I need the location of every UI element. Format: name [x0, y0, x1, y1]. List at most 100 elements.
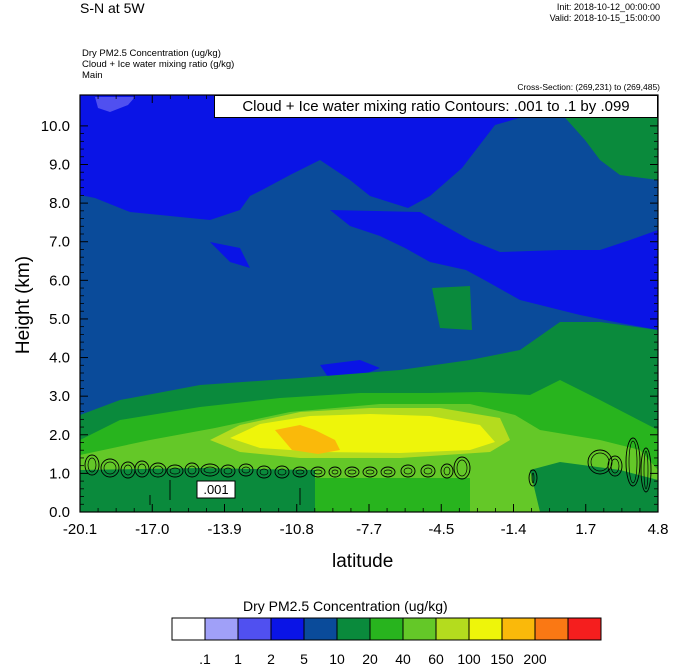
contour-loop-inner	[223, 467, 233, 475]
contour-loop-inner	[137, 463, 147, 475]
contour-loop	[440, 463, 454, 479]
contour-loop	[84, 454, 100, 476]
colorbar-swatch	[303, 617, 338, 641]
contour-loop-inner	[331, 469, 339, 475]
colorbar-swatch	[468, 617, 503, 641]
plot-title: S-N at 5W	[80, 0, 145, 16]
contour-loop-inner	[259, 468, 269, 476]
x-tick-label: -10.8	[280, 521, 314, 538]
colorbar-swatch	[237, 617, 272, 641]
contour-loop	[362, 466, 378, 478]
contour-loop-inner	[347, 469, 357, 475]
contour-loop	[453, 456, 471, 480]
colorbar-label: 200	[523, 651, 547, 667]
blue-small-patch-2	[210, 242, 250, 268]
contour-marker-box	[196, 480, 236, 499]
contour-loop-inner	[277, 468, 287, 476]
contour-loop-inner	[423, 467, 433, 475]
contour-loop	[344, 466, 360, 478]
contour-loop-inner	[103, 461, 117, 475]
colorbar-label: 60	[428, 651, 444, 667]
time-info: Init: 2018-10-12_00:00:00 Valid: 2018-10…	[550, 2, 660, 24]
contour-loop-inner	[123, 464, 133, 476]
contour-loop-inner	[531, 472, 535, 484]
contour-loop-inner	[643, 450, 649, 490]
contour-loop	[420, 464, 436, 478]
x-axis-label: latitude	[332, 551, 394, 572]
y-tick-label: 2.0	[49, 427, 70, 444]
contour-loop	[292, 466, 308, 478]
colorbar-swatch	[336, 617, 371, 641]
contour-info-box: Cloud + Ice water mixing ratio Contours:…	[214, 95, 658, 118]
x-tick-label: -1.4	[501, 521, 527, 538]
colorbar-swatch	[171, 617, 206, 641]
contour-loop	[274, 465, 290, 479]
y-tick-label: 10.0	[41, 118, 70, 135]
contour-loop	[200, 463, 220, 477]
contour-loop	[238, 463, 254, 477]
contour-loop-inner	[152, 465, 164, 475]
colorbar-label: .1	[199, 651, 211, 667]
contour-loop-inner	[87, 457, 97, 473]
contour-loop	[607, 455, 623, 477]
contour-loop-inner	[456, 459, 468, 477]
lower-right-dark	[530, 462, 658, 512]
contour-loop	[400, 464, 416, 478]
green-patch-mid	[432, 286, 472, 330]
contour-loop	[149, 462, 167, 478]
field-cloud-ice: Cloud + Ice water mixing ratio (g/kg)	[82, 59, 235, 70]
contour-loop	[310, 466, 326, 478]
contour-loop-inner	[365, 469, 375, 475]
contour-loop	[328, 466, 342, 478]
green-patch-upper	[560, 108, 658, 180]
contour-loop	[184, 462, 200, 478]
contour-loop-inner	[169, 467, 181, 475]
y-axis: 0.0 1.0 2.0 3.0 4.0 5.0 6.0 7.0 8.0 9.0 10.0	[41, 118, 658, 521]
colorbar-swatch	[204, 617, 239, 641]
x-tick-label: -17.0	[135, 521, 169, 538]
colorbar-swatch	[369, 617, 404, 641]
colorbar-title: Dry PM2.5 Concentration (ug/kg)	[243, 598, 448, 614]
y-tick-label: 6.0	[49, 272, 70, 289]
field-list: Dry PM2.5 Concentration (ug/kg) Cloud + …	[82, 48, 234, 81]
colorbar-label: 20	[362, 651, 378, 667]
contour-marker-label: .001	[203, 482, 228, 497]
blue-upper-region	[80, 95, 658, 220]
x-tick-label: -20.1	[63, 521, 97, 538]
y-tick-label: 3.0	[49, 388, 70, 405]
light-blue-patch	[95, 97, 135, 112]
colorbar-label: 1	[234, 651, 242, 667]
y-tick-label: 5.0	[49, 311, 70, 328]
contour-loop	[528, 469, 538, 487]
contour-loop	[625, 437, 641, 487]
contour-loop	[134, 460, 150, 478]
y-tick-label: 8.0	[49, 195, 70, 212]
contour-loop	[100, 458, 120, 478]
contour-loop	[256, 465, 272, 479]
x-tick-label: 4.8	[648, 521, 669, 538]
contour-loop-inner	[610, 458, 620, 474]
field-main: Main	[82, 70, 103, 81]
contour-loop	[380, 466, 396, 478]
cross-section-label: Cross-Section: (269,231) to (269,485)	[517, 82, 660, 92]
contour-loop-inner	[383, 469, 393, 475]
colorbar-label: 10	[329, 651, 345, 667]
contour-loop-inner	[241, 466, 251, 474]
init-time: Init: 2018-10-12_00:00:00	[556, 2, 660, 12]
contour-loop-inner	[313, 469, 323, 475]
colorbar-label: 40	[395, 651, 411, 667]
blue-small-patch	[320, 360, 380, 380]
valid-time: Valid: 2018-10-15_15:00:00	[549, 13, 660, 23]
y-tick-label: 0.0	[49, 504, 70, 521]
colorbar-swatch	[270, 617, 305, 641]
colorbar-swatch	[435, 617, 470, 641]
blue-mid-region	[330, 210, 658, 330]
orange-core	[275, 425, 340, 454]
contour-loop-inner	[403, 467, 413, 475]
y-tick-label: 9.0	[49, 157, 70, 174]
contour-loop-inner	[187, 465, 197, 475]
contour-loop	[166, 464, 184, 478]
y-tick-label: 4.0	[49, 350, 70, 367]
y-axis-label: Height (km)	[13, 255, 34, 355]
